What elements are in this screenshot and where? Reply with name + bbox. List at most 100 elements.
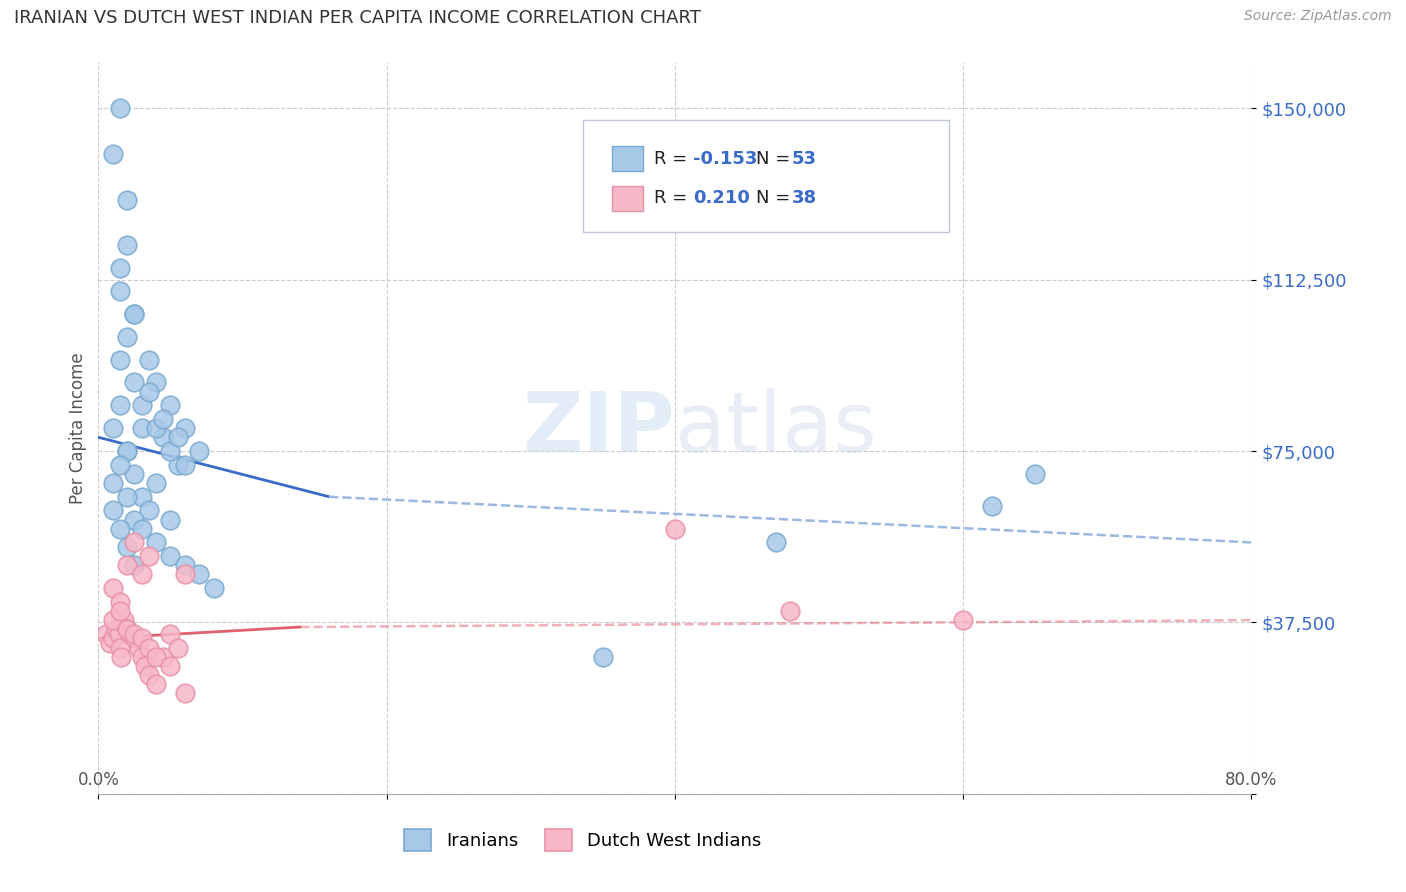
Point	[108, 261, 131, 276]
Point	[138, 549, 160, 564]
Point	[131, 398, 153, 412]
Text: N =: N =	[756, 189, 796, 207]
Point	[101, 475, 124, 490]
Point	[124, 512, 146, 526]
Point	[107, 627, 129, 641]
Point	[131, 490, 153, 504]
Point	[159, 549, 181, 564]
Point	[138, 352, 160, 367]
Point	[108, 101, 131, 115]
Point	[124, 632, 146, 646]
Text: atlas: atlas	[675, 388, 876, 468]
Point	[98, 636, 121, 650]
Point	[112, 613, 135, 627]
Point	[117, 623, 139, 637]
Point	[159, 627, 181, 641]
Point	[174, 686, 197, 700]
Text: Source: ZipAtlas.com: Source: ZipAtlas.com	[1244, 9, 1392, 23]
Point	[124, 535, 146, 549]
Point	[101, 613, 124, 627]
Text: 0.0%: 0.0%	[77, 771, 120, 789]
Text: 38: 38	[792, 189, 817, 207]
Point	[131, 522, 153, 536]
Point	[124, 307, 146, 321]
Point	[124, 558, 146, 573]
Text: 80.0%: 80.0%	[1225, 771, 1278, 789]
Point	[108, 604, 131, 618]
Point	[174, 567, 197, 582]
Point	[117, 444, 139, 458]
Point	[188, 567, 211, 582]
Point	[117, 238, 139, 252]
Point	[145, 475, 167, 490]
Point	[145, 376, 167, 390]
Point	[765, 535, 787, 549]
Point	[101, 146, 124, 161]
Point	[131, 421, 153, 435]
Point	[117, 444, 139, 458]
Point	[117, 558, 139, 573]
Point	[145, 421, 167, 435]
Point	[138, 503, 160, 517]
Point	[110, 649, 132, 664]
Point	[202, 581, 225, 595]
Point	[592, 649, 614, 664]
Point	[952, 613, 974, 627]
Point	[117, 490, 139, 504]
Point	[124, 307, 146, 321]
Point	[166, 640, 188, 655]
Point	[138, 640, 160, 655]
Text: -0.153: -0.153	[693, 150, 758, 168]
Point	[117, 193, 139, 207]
Point	[108, 398, 131, 412]
Point	[128, 640, 150, 655]
Point	[138, 384, 160, 399]
Y-axis label: Per Capita Income: Per Capita Income	[69, 352, 87, 504]
Point	[188, 444, 211, 458]
Text: R =: R =	[654, 189, 699, 207]
Text: N =: N =	[756, 150, 796, 168]
Point	[145, 649, 167, 664]
Point	[159, 512, 181, 526]
Point	[101, 632, 124, 646]
Point	[138, 668, 160, 682]
Point	[152, 649, 174, 664]
Point	[152, 412, 174, 426]
Point	[101, 421, 124, 435]
Point	[117, 540, 139, 554]
Legend: Iranians, Dutch West Indians: Iranians, Dutch West Indians	[396, 822, 768, 858]
Point	[159, 658, 181, 673]
Point	[779, 604, 801, 618]
Point	[108, 640, 131, 655]
Point	[166, 430, 188, 444]
Point	[131, 649, 153, 664]
Point	[1024, 467, 1046, 481]
Point	[117, 329, 139, 343]
Point	[124, 376, 146, 390]
Point	[108, 595, 131, 609]
Point	[134, 658, 156, 673]
Point	[94, 627, 117, 641]
Point	[108, 458, 131, 472]
Point	[117, 623, 139, 637]
Text: ZIP: ZIP	[523, 388, 675, 468]
Point	[124, 627, 146, 641]
Text: 0.210: 0.210	[693, 189, 749, 207]
Point	[101, 581, 124, 595]
Point	[174, 558, 197, 573]
Point	[131, 567, 153, 582]
Point	[152, 430, 174, 444]
Point	[159, 444, 181, 458]
Text: 53: 53	[792, 150, 817, 168]
Point	[145, 535, 167, 549]
Point	[981, 499, 1004, 513]
Point	[104, 623, 127, 637]
Point	[124, 467, 146, 481]
Point	[159, 398, 181, 412]
Text: R =: R =	[654, 150, 693, 168]
Point	[145, 677, 167, 691]
Point	[120, 627, 142, 641]
Point	[174, 421, 197, 435]
Point	[174, 458, 197, 472]
Point	[131, 632, 153, 646]
